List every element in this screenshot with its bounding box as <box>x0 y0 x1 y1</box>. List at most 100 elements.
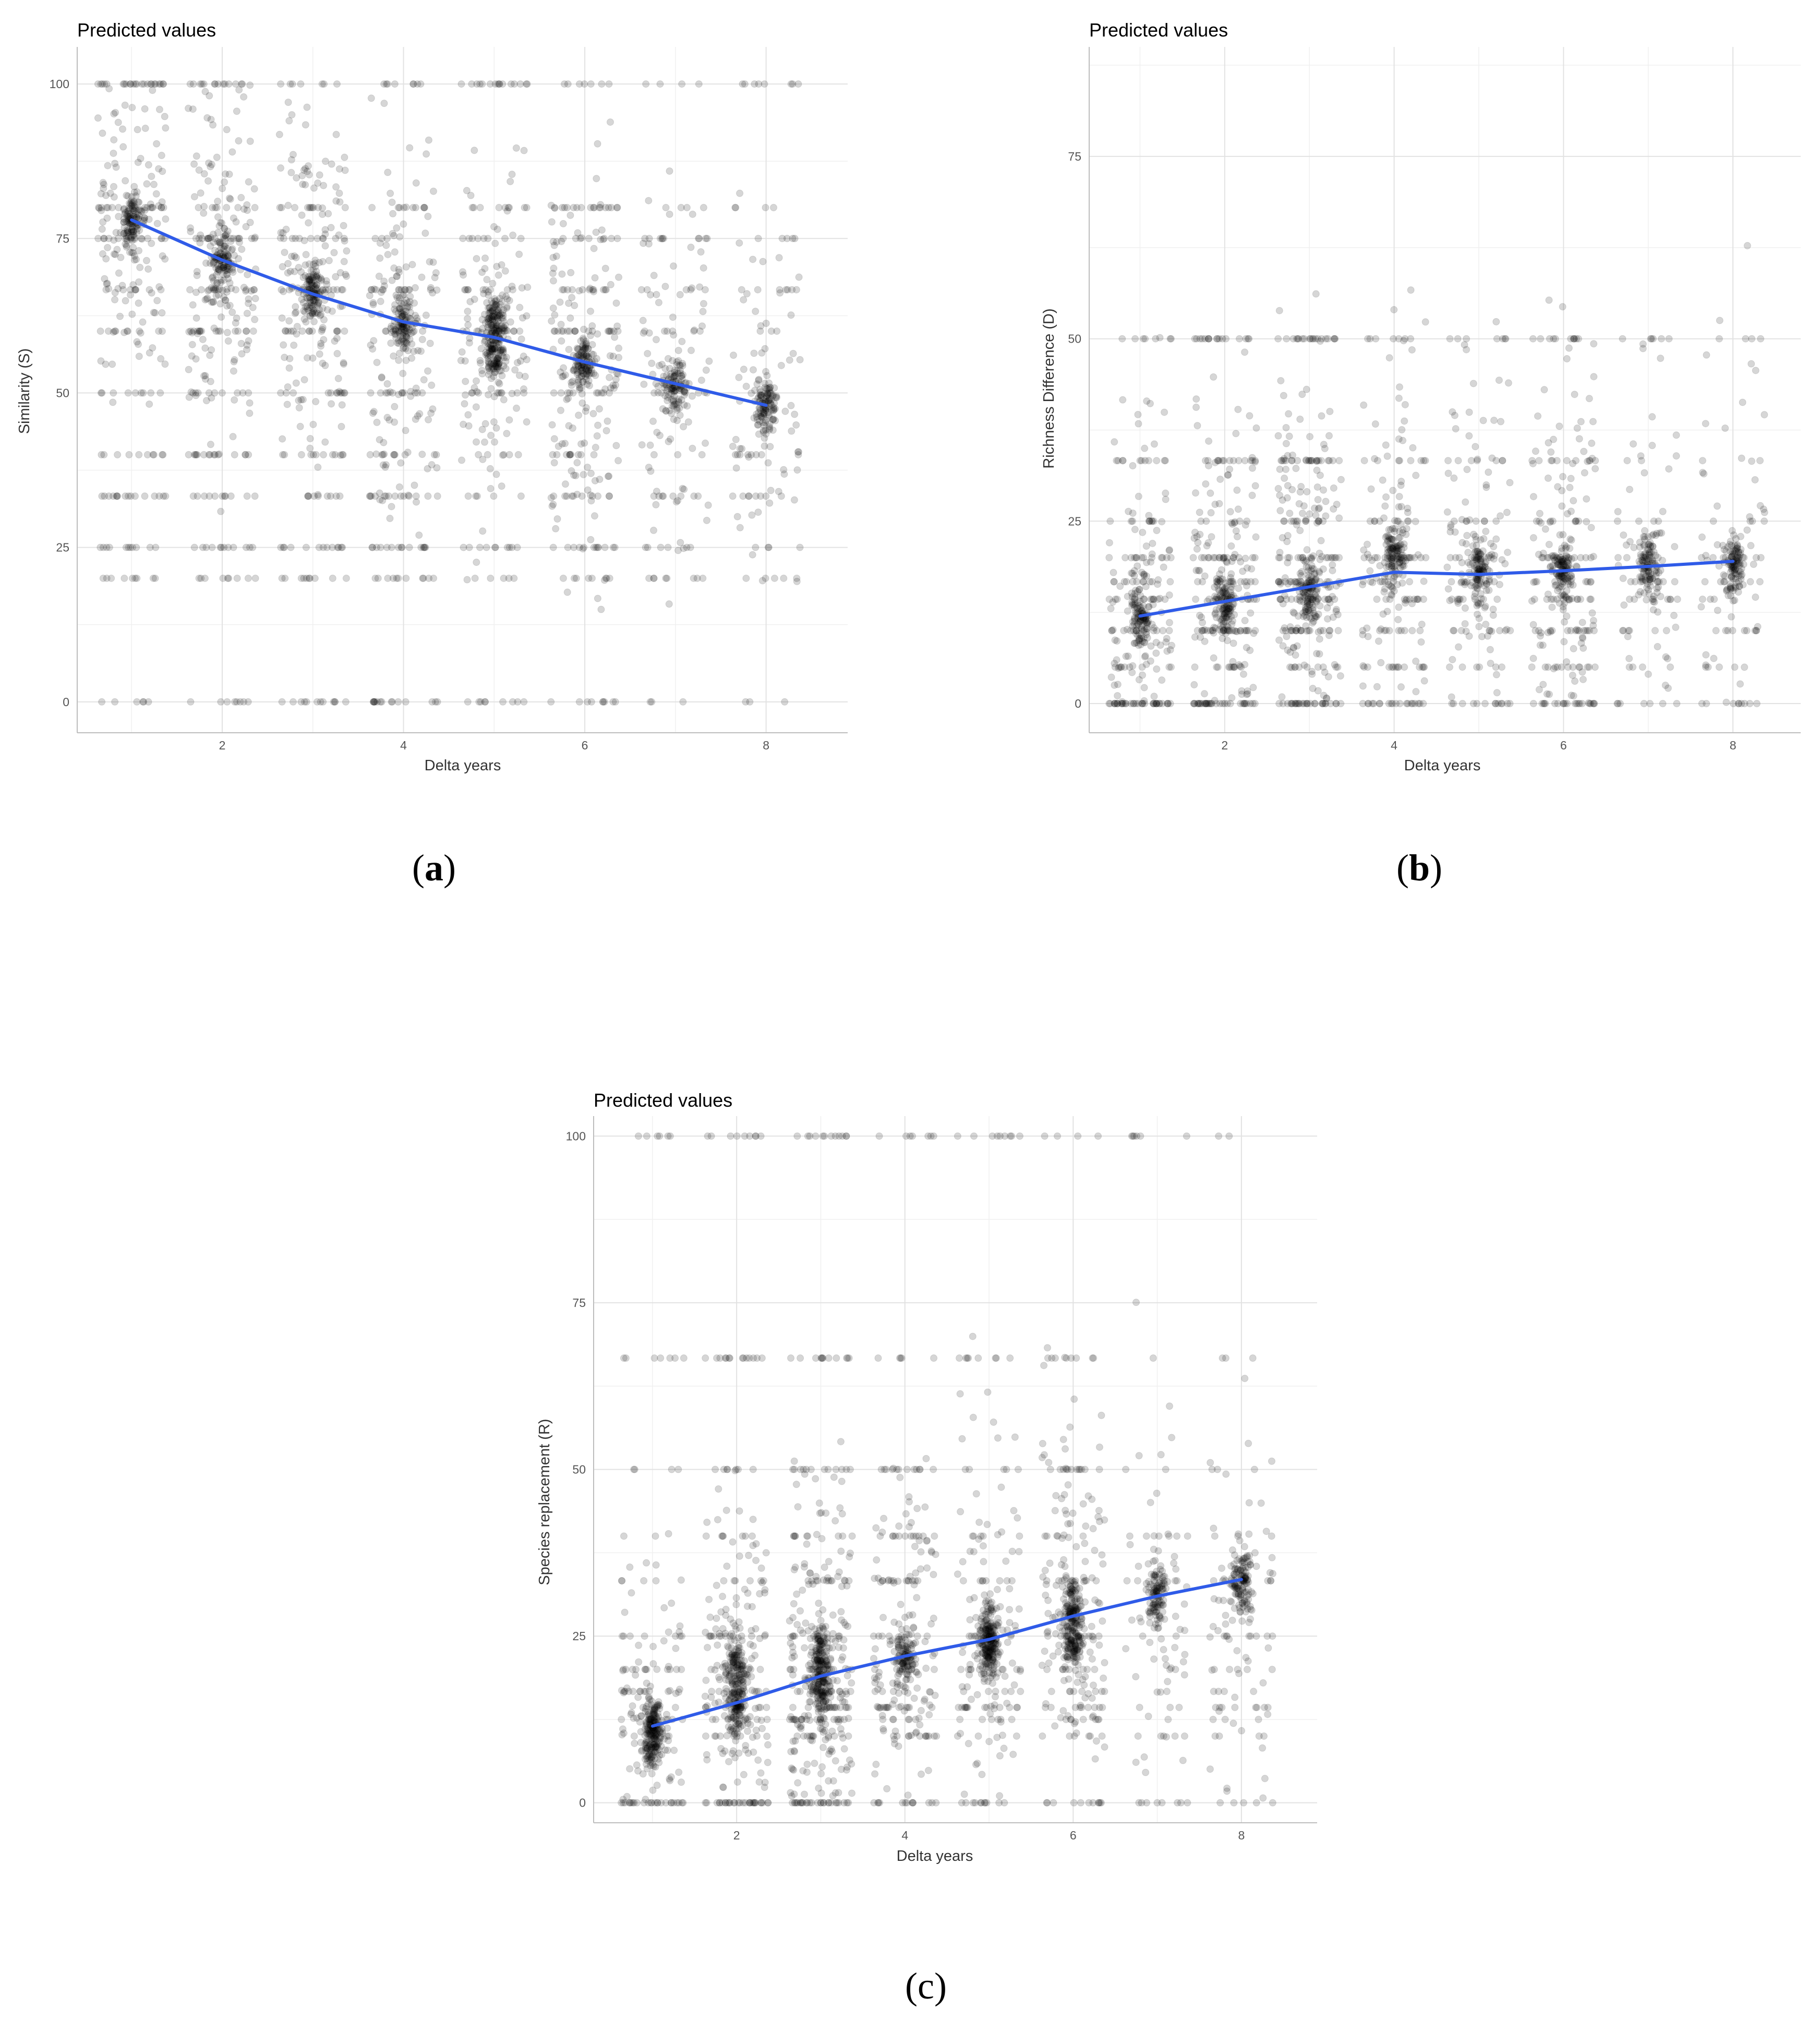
data-point <box>148 173 155 180</box>
data-point <box>314 463 322 471</box>
data-point <box>1590 340 1598 348</box>
data-point <box>1551 335 1559 343</box>
data-point <box>1727 568 1734 576</box>
data-point <box>697 377 705 384</box>
data-point <box>1541 525 1549 533</box>
data-point <box>304 492 312 500</box>
data-point <box>141 105 149 113</box>
data-point <box>1140 684 1148 692</box>
data-point <box>135 278 143 286</box>
data-point <box>240 698 248 706</box>
data-point <box>1311 504 1319 512</box>
data-point <box>393 339 401 347</box>
data-point <box>775 254 783 262</box>
data-point <box>520 698 528 706</box>
x-tick-label: 8 <box>1730 738 1737 752</box>
data-point <box>1314 663 1322 671</box>
data-point <box>686 543 694 551</box>
data-point <box>300 307 308 315</box>
data-point <box>612 299 620 307</box>
data-point <box>644 349 652 357</box>
data-point <box>284 201 292 209</box>
data-point <box>216 300 224 308</box>
data-point <box>127 234 135 241</box>
data-point <box>149 574 157 582</box>
data-point <box>771 405 779 413</box>
data-point <box>333 80 341 88</box>
data-point <box>204 287 212 295</box>
data-point <box>116 312 124 320</box>
data-point <box>646 291 654 299</box>
data-point <box>224 252 232 260</box>
data-point <box>309 282 317 289</box>
data-point <box>223 231 231 238</box>
data-point <box>161 113 168 120</box>
data-point <box>185 366 192 373</box>
data-point <box>393 574 401 582</box>
data-point <box>505 574 513 582</box>
data-point <box>1359 627 1367 635</box>
data-point <box>1481 602 1489 610</box>
data-point <box>575 80 583 88</box>
data-point <box>406 326 414 334</box>
data-point <box>1165 619 1173 626</box>
data-point <box>367 94 375 102</box>
data-point <box>123 226 131 234</box>
data-point <box>277 80 285 88</box>
data-point <box>1578 619 1586 626</box>
data-point <box>276 204 284 212</box>
data-point <box>321 242 329 250</box>
data-point <box>1305 627 1312 635</box>
data-point <box>201 372 209 380</box>
data-point <box>1452 425 1460 433</box>
data-point <box>1560 638 1568 646</box>
data-point <box>703 235 711 243</box>
data-point <box>555 442 562 450</box>
data-point <box>1532 627 1539 635</box>
data-point <box>105 543 113 551</box>
data-point <box>128 104 136 112</box>
data-point <box>373 418 381 426</box>
data-point <box>217 263 225 271</box>
data-point <box>188 341 196 348</box>
data-point <box>1381 554 1389 562</box>
data-point <box>131 210 139 218</box>
data-point <box>1420 677 1428 685</box>
data-point <box>1397 683 1405 691</box>
data-point <box>402 332 410 340</box>
data-point <box>216 240 224 248</box>
data-point <box>700 264 707 272</box>
data-point <box>1480 517 1488 525</box>
data-point <box>1372 335 1380 343</box>
data-point <box>1329 554 1336 562</box>
data-point <box>307 299 315 307</box>
data-point <box>740 366 748 373</box>
data-point <box>762 406 769 414</box>
data-point <box>1412 517 1419 525</box>
data-point <box>611 698 619 706</box>
data-point <box>1149 539 1156 547</box>
data-point <box>341 153 348 161</box>
data-point <box>781 698 789 706</box>
data-point <box>392 308 400 316</box>
data-point <box>1221 610 1228 618</box>
data-point <box>1561 541 1569 549</box>
data-point <box>207 242 214 250</box>
data-point <box>428 381 436 389</box>
data-point <box>129 231 137 239</box>
data-point <box>309 285 317 293</box>
data-point <box>746 698 754 706</box>
data-point <box>471 574 479 582</box>
data-point <box>400 311 407 319</box>
data-point <box>781 407 789 415</box>
data-point <box>638 441 646 449</box>
data-point <box>570 543 577 551</box>
data-point <box>377 297 384 305</box>
data-point <box>1285 554 1293 562</box>
data-point <box>322 158 330 165</box>
data-point <box>1380 588 1388 596</box>
data-point <box>1166 335 1174 343</box>
data-point <box>1302 517 1310 525</box>
data-point <box>1296 415 1304 423</box>
